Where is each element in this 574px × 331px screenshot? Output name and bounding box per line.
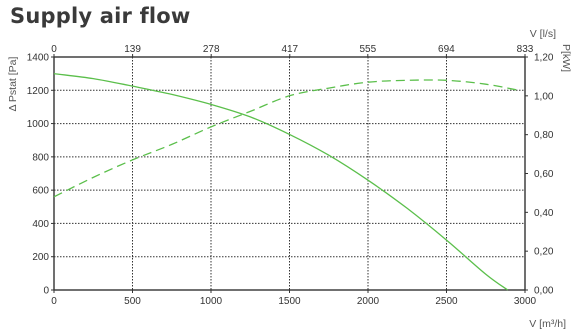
y-right-tick-label: 0,00 [534,286,554,297]
y-left-tick-label: 200 [32,252,49,263]
y-right-tick-label: 0,20 [534,247,554,258]
x-top-tick-label: 555 [359,44,376,55]
y-left-axis-label: Δ Pstat [Pa] [7,56,19,111]
x-top-tick-label: 0 [51,44,57,55]
y-right-tick-label: 0,40 [534,208,554,219]
y-left-tick-label: 1400 [27,53,50,64]
chart-title: Supply air flow [10,4,191,28]
x-top-tick-label: 833 [517,44,534,55]
y-right-tick-label: 0,80 [534,130,554,141]
y-right-tick-label: 1,00 [534,91,554,102]
y-left-tick-label: 1000 [27,119,50,130]
y-left-tick-label: 600 [32,186,49,197]
series-layer [53,72,518,291]
x-bottom-tick-label: 2000 [357,296,380,307]
x-top-tick-label: 278 [203,44,220,55]
x-bottom-tick-label: 3000 [514,296,537,307]
x-bottom-tick-label: 2500 [435,296,458,307]
y-left-tick-label: 1200 [27,86,50,97]
x-top-tick-label: 694 [438,44,455,55]
y-right-tick-label: 1,20 [534,53,554,64]
x-top-tick-label: 417 [281,44,298,55]
x-bottom-tick-label: 1500 [278,296,301,307]
x-bottom-tick-label: 500 [124,296,141,307]
grid-layer [54,57,525,290]
power-curve-line [53,79,518,198]
x-bottom-tick-label: 0 [51,296,57,307]
x-bottom-tick-label: 1000 [200,296,223,307]
y-right-axis-label: P[kW] [560,44,572,72]
y-left-tick-label: 800 [32,152,49,163]
x-top-tick-label: 139 [124,44,141,55]
y-left-tick-label: 0 [43,286,49,297]
x-bottom-axis-label: V [m³/h] [529,318,566,330]
y-left-tick-label: 400 [32,219,49,230]
x-top-axis-label: V [l/s] [530,28,556,40]
y-right-tick-label: 0,60 [534,169,554,180]
pressure-curve-line [53,72,509,291]
